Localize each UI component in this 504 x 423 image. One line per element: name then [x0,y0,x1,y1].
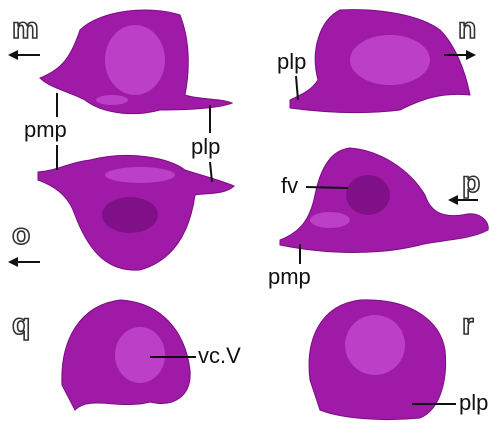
anatomy-label: vc.V [198,343,241,368]
panel-letter: o [12,218,30,251]
anatomy-label: pmp [24,117,67,142]
anatomy-label: plp [459,390,488,415]
panel-letter: p [462,166,480,199]
view-q [62,300,190,410]
anatomy-label: plp [277,49,306,74]
panel-letter: q [12,308,30,341]
panel-letter: n [458,12,476,45]
view-m [40,10,232,114]
panel-letter: m [12,12,39,45]
anatomy-label: fv [281,173,298,198]
view-o [38,155,234,270]
panel-letter: r [462,308,474,341]
view-n [290,10,470,113]
figure: m n o p q r plp pmp plp fv pmp vc.V plp [0,0,504,423]
view-r [309,300,446,420]
anatomy-label: pmp [268,264,311,289]
anatomy-label: plp [191,134,220,159]
